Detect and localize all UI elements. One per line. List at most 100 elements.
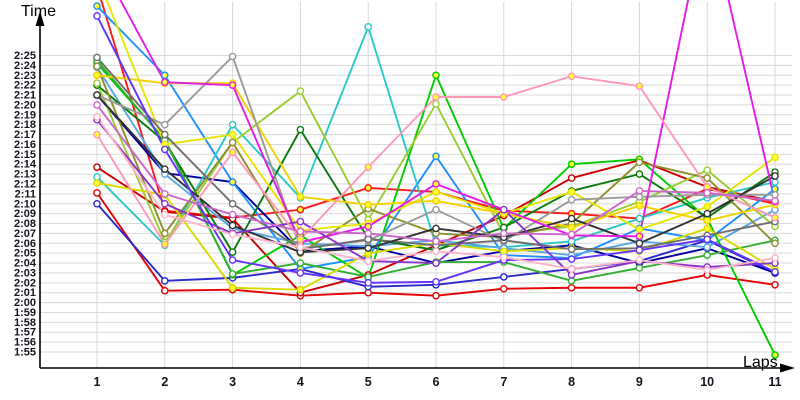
- y-tick-label: 2:15: [14, 149, 36, 161]
- data-point-marker: [432, 93, 440, 101]
- x-tick-label: 10: [700, 375, 714, 389]
- data-point-marker: [567, 72, 576, 81]
- data-point-marker: [771, 196, 779, 205]
- data-point-marker: [93, 199, 101, 208]
- data-point-marker: [228, 130, 237, 139]
- data-point-marker: [364, 244, 373, 253]
- data-point-marker: [635, 225, 644, 234]
- data-point-marker: [93, 189, 101, 197]
- y-axis-title: Time: [21, 3, 56, 20]
- data-point-marker: [364, 23, 373, 31]
- data-point-marker: [567, 265, 576, 273]
- data-point-marker: [771, 254, 779, 262]
- data-point-marker: [160, 78, 169, 86]
- y-tick-label: 2:06: [14, 238, 36, 250]
- data-point-marker: [499, 93, 508, 101]
- data-point-marker: [432, 100, 440, 108]
- data-point-marker: [160, 199, 169, 208]
- data-point-marker: [228, 81, 237, 89]
- y-tick-label: 2:04: [14, 258, 37, 270]
- data-point-marker: [771, 280, 779, 289]
- data-point-marker: [93, 163, 101, 171]
- data-point-marker: [567, 188, 576, 196]
- data-point-marker: [160, 190, 169, 198]
- y-tick-label: 2:00: [14, 297, 36, 309]
- data-point-marker: [160, 71, 169, 80]
- data-point-marker: [228, 248, 237, 256]
- data-point-marker: [432, 237, 440, 246]
- x-tick-label: 9: [636, 375, 643, 389]
- data-point-marker: [93, 179, 101, 187]
- data-point-marker: [296, 235, 305, 244]
- y-tick-label: 2:18: [14, 119, 36, 131]
- x-tick-label: 11: [768, 375, 781, 389]
- data-point-marker: [364, 222, 373, 231]
- data-point-marker: [160, 145, 169, 154]
- x-tick-label: 3: [229, 375, 236, 389]
- data-point-marker: [771, 153, 779, 162]
- data-point-marker: [635, 239, 644, 248]
- data-point-marker: [635, 158, 644, 167]
- y-tick-label: 2:14: [14, 159, 37, 171]
- y-tick-label: 2:19: [14, 109, 36, 121]
- data-point-marker: [93, 101, 101, 109]
- data-point-marker: [499, 229, 508, 238]
- y-tick-label: 2:17: [14, 129, 36, 141]
- y-tick-label: 2:20: [14, 99, 36, 111]
- data-point-marker: [296, 205, 305, 214]
- data-point-marker: [567, 283, 576, 292]
- data-point-marker: [296, 269, 305, 277]
- data-point-marker: [703, 216, 712, 225]
- data-point-marker: [93, 91, 101, 99]
- data-point-marker: [635, 283, 644, 292]
- data-point-marker: [635, 264, 644, 272]
- data-point-marker: [364, 229, 373, 238]
- data-point-marker: [93, 71, 101, 80]
- data-point-marker: [703, 243, 712, 252]
- data-point-marker: [567, 214, 576, 223]
- y-tick-label: 2:11: [15, 188, 36, 200]
- data-point-marker: [703, 189, 712, 197]
- y-axis-arrow-icon: [35, 11, 45, 26]
- data-point-marker: [771, 213, 779, 222]
- data-point-marker: [567, 174, 576, 182]
- data-point-marker: [432, 291, 440, 300]
- y-tick-label: 1:57: [14, 327, 36, 339]
- data-point-marker: [296, 193, 305, 201]
- y-tick-label: 2:23: [14, 70, 36, 82]
- data-point-marker: [635, 82, 644, 90]
- data-point-marker: [635, 214, 644, 223]
- data-point-marker: [499, 284, 508, 293]
- data-point-marker: [432, 259, 440, 267]
- y-tick-label: 2:02: [14, 277, 36, 289]
- data-point-marker: [703, 235, 712, 244]
- y-tick-label: 2:25: [14, 50, 36, 62]
- data-point-marker: [364, 184, 373, 192]
- data-point-marker: [635, 201, 644, 210]
- x-tick-label: 1: [94, 375, 101, 389]
- y-tick-label: 2:10: [14, 198, 36, 210]
- data-point-marker: [703, 266, 712, 274]
- y-tick-label: 2:21: [14, 90, 36, 102]
- data-point-marker: [432, 247, 440, 255]
- data-point-marker: [703, 202, 712, 211]
- data-point-marker: [160, 130, 169, 139]
- data-point-marker: [432, 205, 440, 214]
- data-point-marker: [228, 178, 237, 186]
- data-point-marker: [364, 257, 373, 265]
- x-tick-label: 2: [161, 375, 168, 389]
- x-tick-label: 5: [365, 375, 372, 389]
- data-point-marker: [635, 187, 644, 195]
- data-point-marker: [499, 253, 508, 261]
- y-tick-label: 2:24: [14, 60, 37, 72]
- data-point-marker: [160, 286, 169, 295]
- data-point-marker: [432, 278, 440, 286]
- data-point-marker: [635, 256, 644, 264]
- data-point-marker: [160, 165, 169, 173]
- data-point-marker: [160, 277, 169, 285]
- data-point-marker: [703, 174, 712, 182]
- y-tick-label: 1:56: [14, 337, 36, 349]
- data-point-marker: [93, 2, 101, 10]
- data-point-marker: [703, 224, 712, 233]
- y-tick-label: 2:13: [14, 169, 36, 181]
